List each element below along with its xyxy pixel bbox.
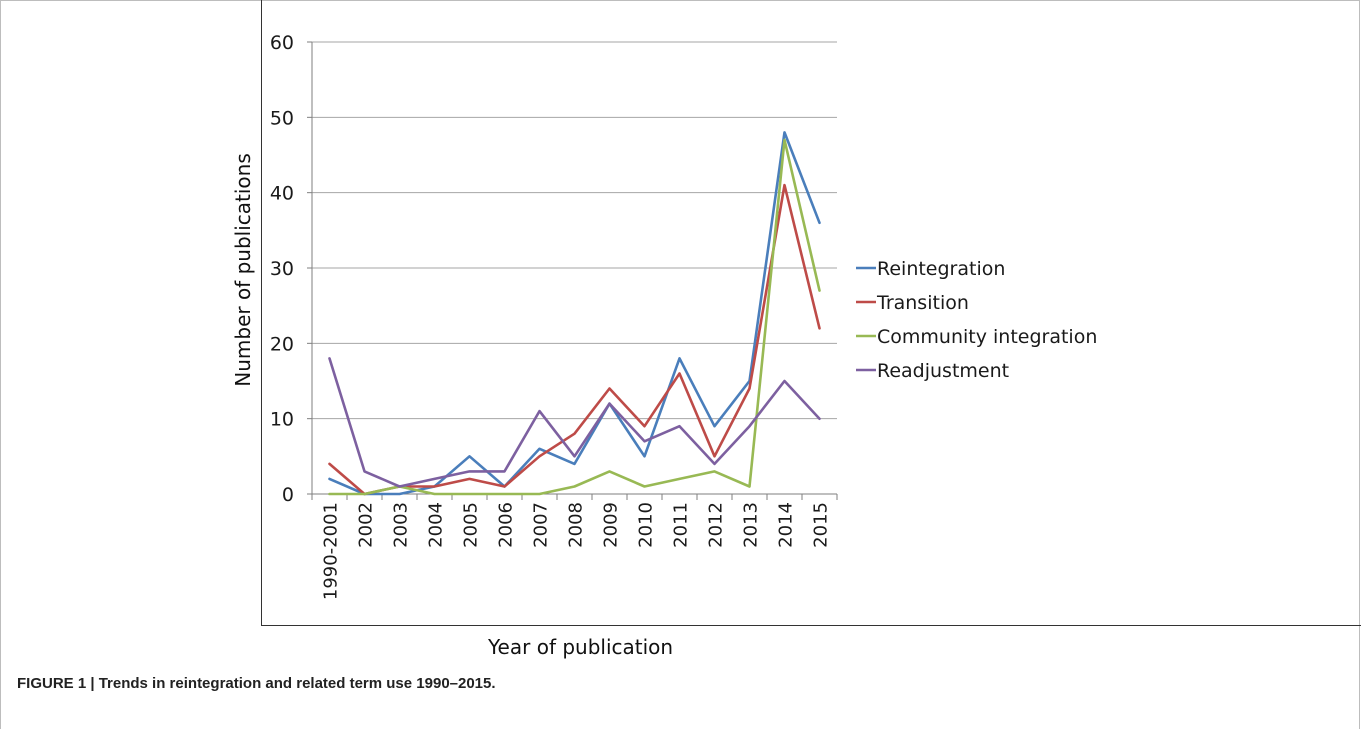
- x-tick-label-2015: 2015: [811, 502, 832, 548]
- figure-caption: FIGURE 1 | Trends in reintegration and r…: [17, 675, 496, 692]
- x-tick-label-2014: 2014: [776, 502, 797, 548]
- gridlines: [312, 41, 837, 420]
- y-tick-label-0: 0: [282, 484, 294, 506]
- y-tick-label-60: 60: [270, 32, 294, 54]
- x-tick-label-2010: 2010: [636, 502, 657, 548]
- series-line-readjustment: [328, 357, 821, 488]
- legend-label-community-integration: Community integration: [877, 326, 1097, 348]
- x-tick-label-2002: 2002: [356, 502, 377, 548]
- y-tick-label-30: 30: [270, 258, 294, 280]
- legend-label-transition: Transition: [876, 292, 969, 314]
- x-tick-label-2011: 2011: [671, 502, 692, 548]
- y-tick-label-50: 50: [270, 107, 294, 129]
- x-tick-label-2012: 2012: [706, 502, 727, 548]
- x-tick-label-2005: 2005: [461, 502, 482, 548]
- x-tick-label-2008: 2008: [566, 502, 587, 548]
- series-line-community-integration: [328, 138, 821, 496]
- y-tick-label-40: 40: [270, 183, 294, 205]
- x-axis-title: Year of publication: [488, 635, 674, 659]
- y-axis-title: Number of publications: [231, 153, 255, 387]
- x-tick-label-1990-2001: 1990-2001: [321, 502, 342, 600]
- y-tick-label-20: 20: [270, 333, 294, 355]
- legend: Reintegration Transition Community integra…: [856, 258, 1097, 382]
- x-tick-label-2004: 2004: [426, 502, 447, 548]
- legend-label-readjustment: Readjustment: [877, 360, 1009, 382]
- x-tick-labels: 1990-2001 2002 2003 2004 2005 2006 2007 2008 200…: [321, 502, 832, 600]
- series-line-transition: [328, 183, 821, 496]
- series-line-reintegration: [328, 131, 821, 496]
- x-tick-label-2013: 2013: [741, 502, 762, 548]
- x-tick-label-2006: 2006: [496, 502, 517, 548]
- series-lines: [328, 131, 821, 496]
- y-tick-labels: 0 10 20 30 40 50 60: [270, 32, 294, 506]
- x-tick-label-2003: 2003: [391, 502, 412, 548]
- x-tick-label-2007: 2007: [531, 502, 552, 548]
- axes: [307, 41, 838, 500]
- x-tick-label-2009: 2009: [601, 502, 622, 548]
- legend-label-reintegration: Reintegration: [877, 258, 1005, 280]
- chart-area-border: [261, 0, 1361, 626]
- y-tick-label-10: 10: [270, 409, 294, 431]
